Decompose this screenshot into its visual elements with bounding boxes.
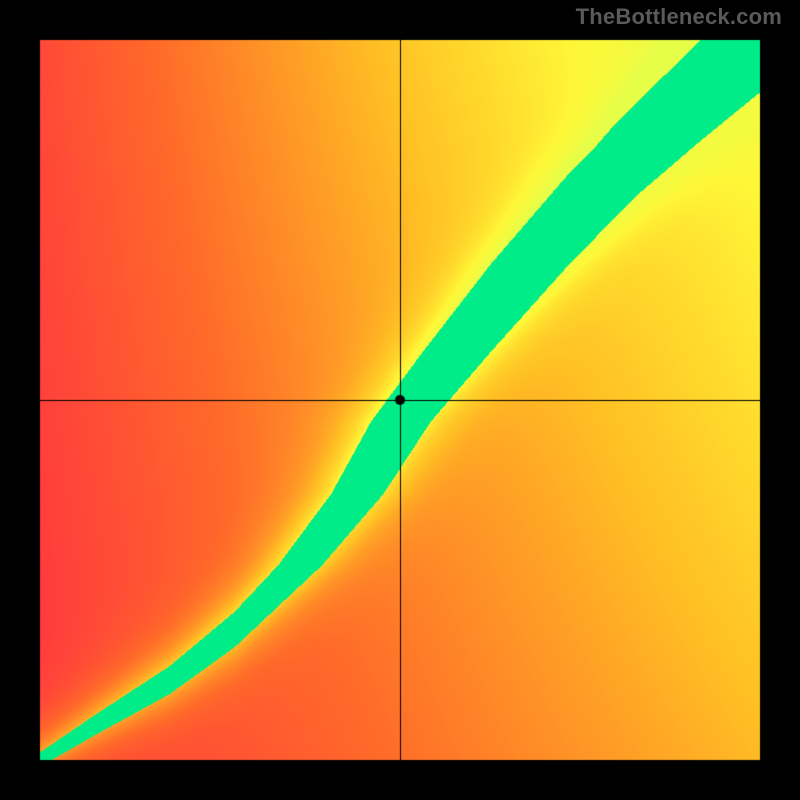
heatmap-canvas: [0, 0, 800, 800]
watermark-text: TheBottleneck.com: [576, 4, 782, 30]
chart-container: TheBottleneck.com: [0, 0, 800, 800]
